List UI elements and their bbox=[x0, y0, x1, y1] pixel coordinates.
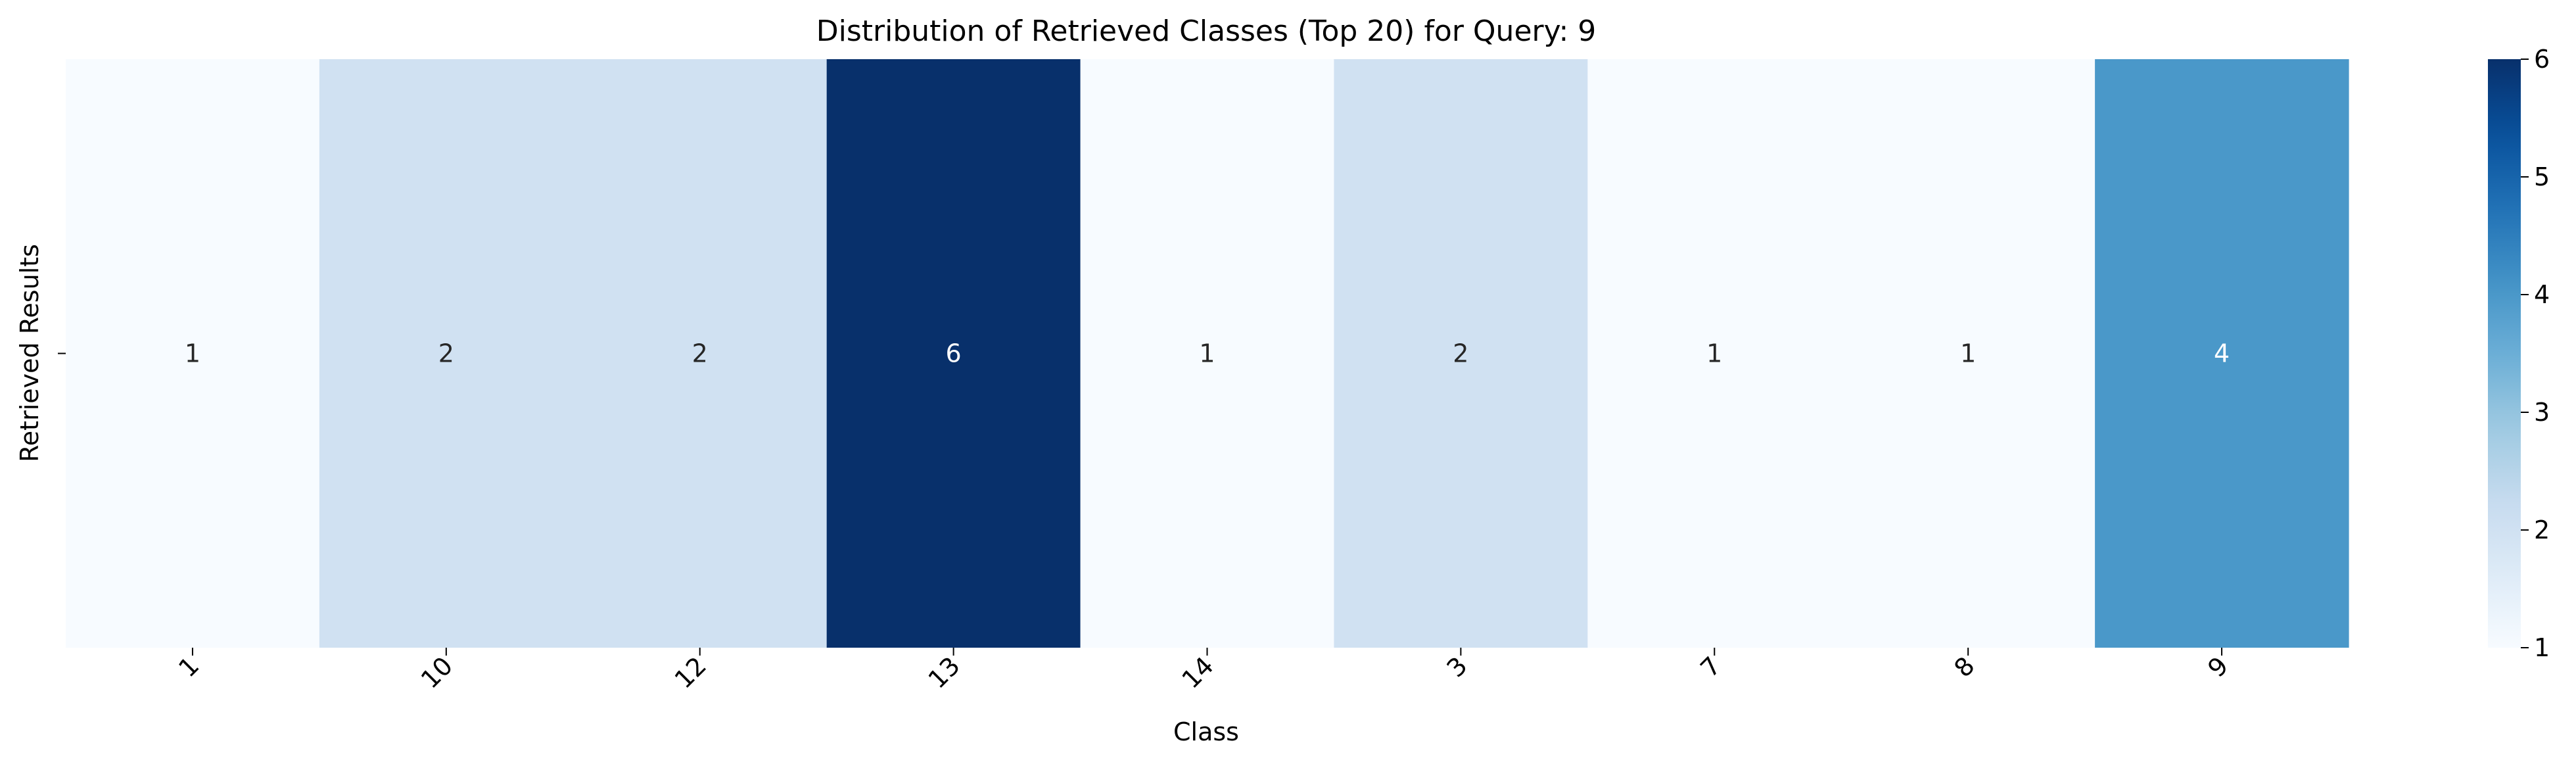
colorbar-tick-label: 2 bbox=[2534, 516, 2550, 544]
colorbar-tick-label: 6 bbox=[2534, 45, 2550, 74]
x-axis-label: Class bbox=[1173, 717, 1239, 746]
heatmap-cell bbox=[573, 59, 828, 648]
x-tick-label: 13 bbox=[923, 651, 966, 694]
cell-value-label: 2 bbox=[438, 339, 454, 368]
chart-title: Distribution of Retrieved Classes (Top 2… bbox=[816, 14, 1597, 48]
colorbar-tick-label: 3 bbox=[2534, 398, 2550, 427]
colorbar-tick-label: 4 bbox=[2534, 280, 2550, 309]
cell-value-label: 1 bbox=[1960, 339, 1976, 368]
heatmap-cells bbox=[66, 59, 2349, 648]
x-tick-label: 9 bbox=[2202, 651, 2234, 683]
cell-value-label: 2 bbox=[1453, 339, 1468, 368]
x-tick-label: 7 bbox=[1695, 651, 1726, 683]
heatmap-cell bbox=[1334, 59, 1588, 648]
x-tick-label: 8 bbox=[1948, 651, 1980, 683]
cell-value-label: 2 bbox=[692, 339, 708, 368]
colorbar-tick-label: 5 bbox=[2534, 162, 2550, 191]
heatmap-cell bbox=[66, 59, 320, 648]
cell-value-labels: 1 2 2 6 1 2 1 1 4 bbox=[185, 339, 2230, 368]
heatmap-cell bbox=[319, 59, 574, 648]
heatmap-cell bbox=[2095, 59, 2349, 648]
cell-value-label: 1 bbox=[1706, 339, 1722, 368]
heatmap-cell bbox=[826, 59, 1081, 648]
x-tick-label: 14 bbox=[1177, 651, 1219, 694]
cell-value-label: 4 bbox=[2214, 339, 2230, 368]
x-axis-ticks: 1 10 12 13 14 3 7 8 9 bbox=[173, 648, 2234, 694]
heatmap-cell bbox=[1841, 59, 2096, 648]
colorbar-gradient bbox=[2488, 59, 2521, 648]
heatmap-cell bbox=[1080, 59, 1335, 648]
colorbar-tick-label: 1 bbox=[2534, 633, 2550, 662]
cell-value-label: 1 bbox=[185, 339, 200, 368]
heatmap-cell bbox=[1587, 59, 1842, 648]
x-tick-label: 3 bbox=[1441, 651, 1473, 683]
cell-value-label: 1 bbox=[1199, 339, 1215, 368]
cell-value-label: 6 bbox=[946, 339, 962, 368]
x-tick-label: 1 bbox=[173, 651, 204, 683]
x-tick-label: 12 bbox=[669, 651, 712, 694]
colorbar: 1 2 3 4 5 6 bbox=[2488, 45, 2550, 662]
y-axis-label: Retrieved Results bbox=[15, 244, 44, 462]
x-tick-label: 10 bbox=[415, 651, 458, 694]
